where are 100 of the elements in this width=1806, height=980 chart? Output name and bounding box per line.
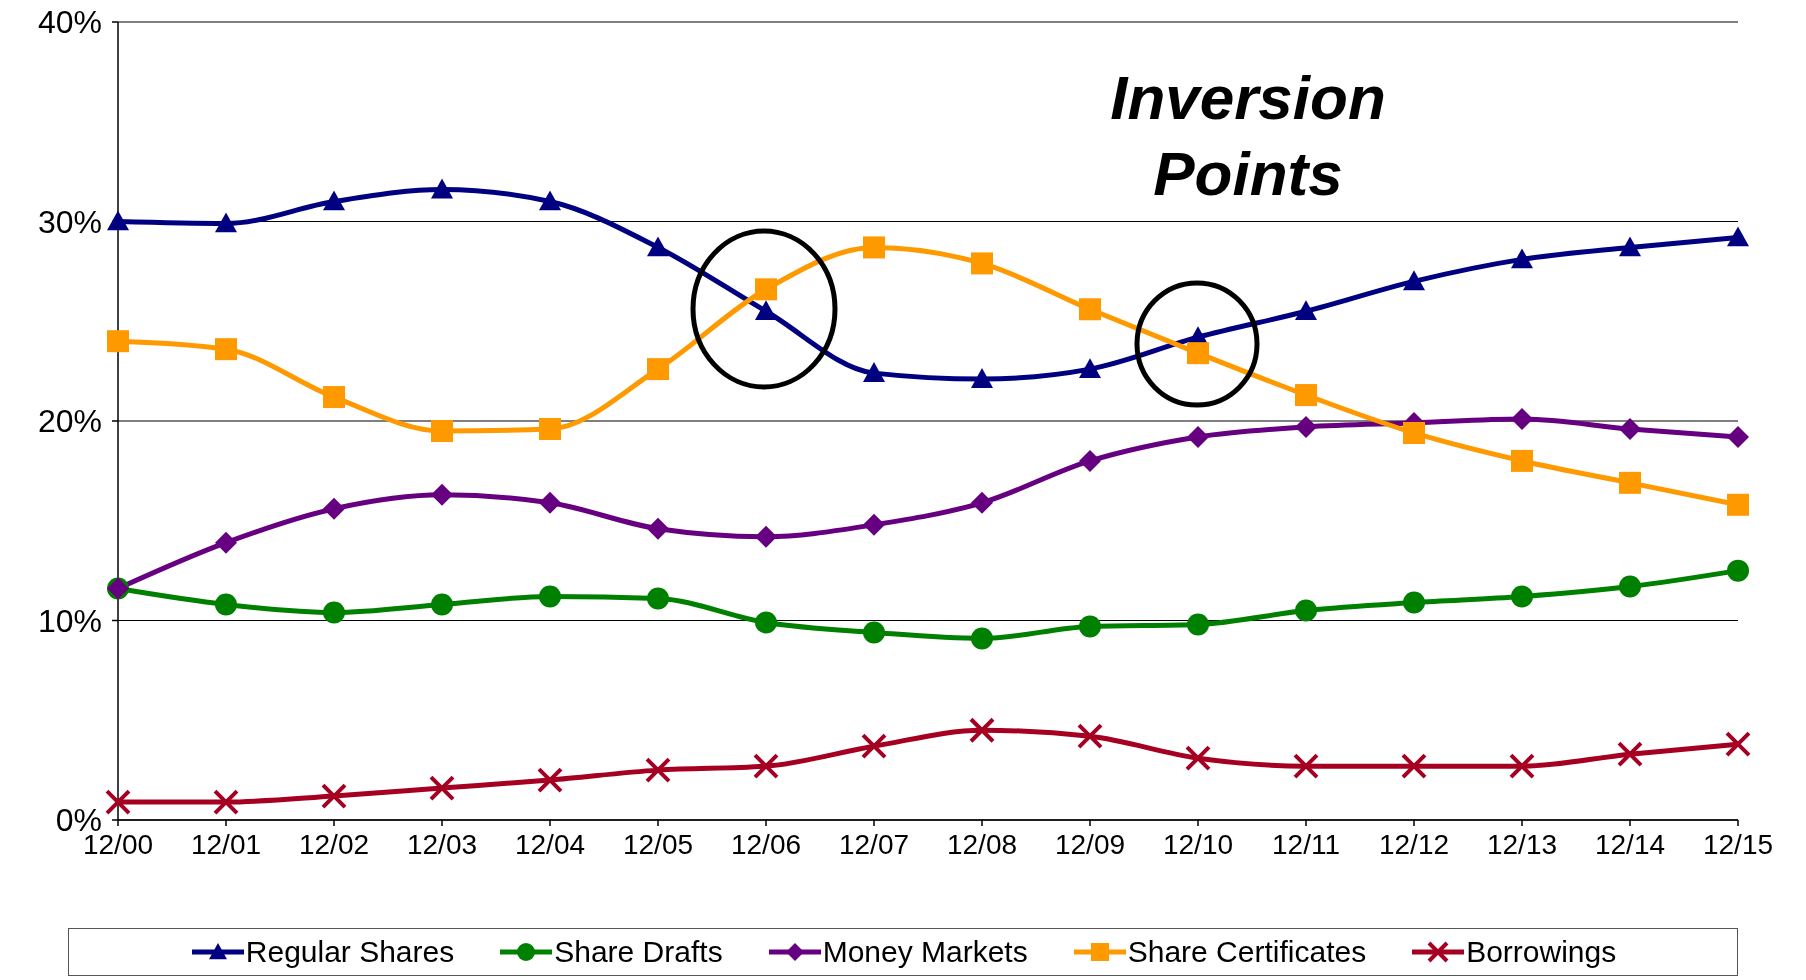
point — [1403, 421, 1425, 444]
legend-label: Money Markets — [822, 935, 1028, 969]
point — [1079, 615, 1101, 638]
point — [1619, 236, 1641, 257]
point — [321, 783, 347, 810]
x-tick-label: 12/01 — [190, 828, 262, 860]
point — [755, 300, 777, 321]
point — [539, 585, 561, 608]
point — [215, 531, 237, 554]
point — [1403, 270, 1425, 291]
point — [107, 330, 129, 353]
x-tick-label: 12/02 — [298, 828, 370, 860]
point — [1187, 342, 1209, 365]
legend-label: Regular Shares — [245, 935, 455, 969]
point — [861, 733, 887, 760]
point — [969, 717, 995, 744]
y-tick-label: 10% — [37, 602, 102, 639]
x-tick-label: 12/03 — [406, 828, 478, 860]
point — [215, 338, 237, 361]
point — [863, 362, 885, 382]
point — [431, 483, 453, 506]
point — [1295, 300, 1317, 321]
y-tick-label: 20% — [37, 403, 102, 440]
point — [1293, 753, 1319, 780]
point — [105, 789, 131, 816]
point — [431, 419, 453, 442]
point — [647, 517, 669, 540]
point — [971, 491, 993, 514]
point — [971, 627, 993, 650]
point — [539, 417, 561, 440]
point — [755, 278, 777, 301]
legend-label: Share Drafts — [554, 935, 723, 969]
x-tick-label: 12/06 — [730, 828, 802, 860]
x-tick-label: 12/07 — [838, 828, 910, 860]
point — [1077, 723, 1103, 750]
point — [323, 601, 345, 624]
point — [1619, 471, 1641, 494]
y-tick-label: 40% — [37, 4, 102, 41]
x-tick-label: 12/10 — [1162, 828, 1234, 860]
x-tick-label: 12/11 — [1272, 828, 1340, 860]
point — [539, 190, 561, 211]
point — [755, 525, 777, 548]
point — [1295, 599, 1317, 622]
point — [431, 593, 453, 616]
x-tick-label: 12/08 — [946, 828, 1018, 860]
x-tick-label: 12/09 — [1054, 828, 1126, 860]
point — [753, 753, 779, 780]
point — [863, 621, 885, 644]
point — [1727, 425, 1749, 448]
point — [1727, 226, 1749, 247]
legend-label: Borrowings — [1466, 935, 1617, 969]
point — [1295, 384, 1317, 407]
point — [537, 767, 563, 794]
point — [431, 178, 453, 199]
x-tick-label: 12/13 — [1486, 828, 1558, 860]
point — [1725, 731, 1751, 758]
point — [213, 789, 239, 816]
point — [1509, 753, 1535, 780]
point — [1079, 298, 1101, 321]
annotation: Inversion Points — [1109, 62, 1387, 210]
point — [1511, 449, 1533, 472]
x-tick-label: 12/05 — [622, 828, 694, 860]
point — [323, 190, 345, 211]
point — [1295, 415, 1317, 438]
point — [1187, 425, 1209, 448]
point — [971, 252, 993, 275]
point — [1617, 741, 1643, 768]
x-tick-label: 12/12 — [1378, 828, 1450, 860]
point — [1079, 449, 1101, 472]
point — [1619, 575, 1641, 598]
point — [1187, 613, 1209, 636]
point — [755, 611, 777, 634]
x-tick-label: 12/04 — [514, 828, 586, 860]
point — [429, 775, 455, 802]
point — [1619, 417, 1641, 440]
point — [323, 497, 345, 520]
point — [1727, 559, 1749, 582]
point — [1511, 585, 1533, 608]
point — [1079, 358, 1101, 378]
point — [1401, 753, 1427, 780]
x-tick-label: 12/15 — [1702, 828, 1774, 860]
point — [971, 368, 993, 388]
point — [215, 593, 237, 616]
y-tick-label: 30% — [37, 203, 102, 240]
point — [863, 513, 885, 536]
point — [1403, 591, 1425, 614]
point — [1511, 248, 1533, 269]
point — [647, 358, 669, 381]
point — [215, 212, 237, 233]
point — [863, 236, 885, 259]
point — [647, 236, 669, 257]
point — [107, 210, 129, 231]
point — [323, 386, 345, 409]
x-tick-label: 12/14 — [1594, 828, 1666, 860]
point — [645, 757, 671, 784]
legend-label: Share Certificates — [1127, 935, 1367, 969]
point — [539, 491, 561, 514]
point — [1511, 408, 1533, 431]
point — [1727, 493, 1749, 516]
point — [647, 587, 669, 610]
